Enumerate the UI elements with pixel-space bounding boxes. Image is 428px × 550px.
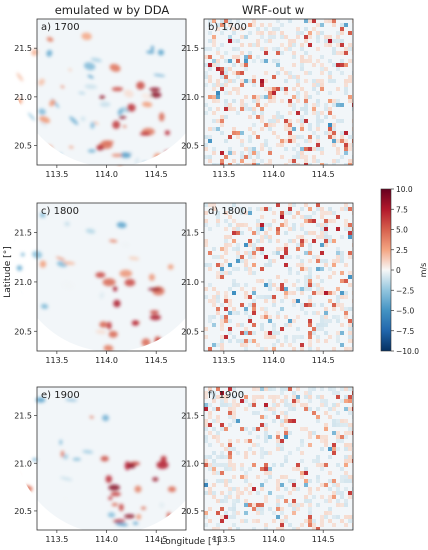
panel-1: a) 1700 113.5 114.0 114.5 21.5 21.0 20.5 xyxy=(13,18,187,179)
y-tick-label: 20.5 xyxy=(14,507,32,516)
panel-label: a) 1700 xyxy=(41,22,80,33)
x-tick-label: 114.0 xyxy=(262,356,285,365)
y-tick-label: 21.0 xyxy=(14,459,32,468)
y-tick-label: 21.5 xyxy=(181,229,199,238)
x-tick-label: 114.0 xyxy=(95,356,118,365)
y-tick-label: 21.0 xyxy=(14,278,32,287)
panel-field xyxy=(15,203,186,352)
colorbar-tick-label: 2.5 xyxy=(396,246,408,255)
colorbar-tick-label: 10.0 xyxy=(396,185,413,194)
x-tick-label: 114.0 xyxy=(262,535,285,544)
y-tick-label: 21.5 xyxy=(14,229,32,238)
colorbar-ticks: 10.0 7.5 5.0 2.5 0 −2.5 −5.0 −7.5 −10.0 xyxy=(391,185,419,356)
panel-5: e) 1900 113.5 114.0 114.5 21.5 21.0 20.5 xyxy=(13,386,187,544)
colorbar-tick-label: −2.5 xyxy=(396,286,414,295)
panel-field xyxy=(204,387,353,530)
x-tick-label: 114.5 xyxy=(312,535,335,544)
y-tick-label: 21.0 xyxy=(14,93,32,102)
y-tick-label: 20.5 xyxy=(14,327,32,336)
colorbar-tick-label: 0 xyxy=(396,266,401,275)
panel-field xyxy=(204,203,353,351)
panel-frame xyxy=(36,18,187,166)
panel-2: b) 1700 113.5 114.0 114.5 21.5 21.0 20.5 xyxy=(181,18,354,179)
y-tick-label: 21.0 xyxy=(181,93,199,102)
x-axis-label: Longitude [°] xyxy=(160,537,219,547)
panel-label: f) 1900 xyxy=(208,390,244,401)
y-tick-label: 21.5 xyxy=(181,412,199,421)
colorbar-tick-label: 7.5 xyxy=(396,205,408,214)
colorbar-tick-label: −7.5 xyxy=(396,327,414,336)
panel-frame xyxy=(203,202,354,352)
x-tick-label: 114.5 xyxy=(312,356,335,365)
panel-frame xyxy=(203,386,354,531)
x-tick-label: 114.0 xyxy=(95,535,118,544)
panel-4: d) 1800 113.5 114.0 114.5 21.5 21.0 20.5 xyxy=(181,202,354,365)
column-title-left: emulated w by DDA xyxy=(55,3,170,17)
colorbar-tick-label: −5.0 xyxy=(396,307,414,316)
panel-label: e) 1900 xyxy=(41,390,80,401)
y-tick-label: 21.5 xyxy=(181,44,199,53)
y-tick-label: 20.5 xyxy=(181,507,199,516)
column-title-right: WRF-out w xyxy=(242,3,304,17)
x-tick-label: 113.5 xyxy=(45,535,68,544)
x-tick-label: 113.5 xyxy=(212,170,235,179)
panel-frame xyxy=(203,18,354,166)
y-tick-label: 21.0 xyxy=(181,278,199,287)
x-tick-label: 113.5 xyxy=(212,356,235,365)
y-tick-label: 21.0 xyxy=(181,459,199,468)
panel-3: c) 1800 113.5 114.0 114.5 21.5 21.0 20.5 xyxy=(14,202,187,365)
x-tick-label: 114.5 xyxy=(145,170,168,179)
x-tick-label: 113.5 xyxy=(45,170,68,179)
x-tick-label: 113.5 xyxy=(45,356,68,365)
colorbar: 10.0 7.5 5.0 2.5 0 −2.5 −5.0 −7.5 −10.0 m/s xyxy=(380,185,428,356)
panel-label: d) 1800 xyxy=(208,206,247,217)
colorbar-tick-label: −10.0 xyxy=(396,347,419,356)
panel-field xyxy=(204,19,353,165)
panel-pixels xyxy=(204,19,353,165)
panel-field xyxy=(13,19,186,167)
x-tick-label: 114.0 xyxy=(95,170,118,179)
y-tick-label: 20.5 xyxy=(14,142,32,151)
y-tick-label: 21.5 xyxy=(14,44,32,53)
x-tick-label: 113.5 xyxy=(212,535,235,544)
panel-label: c) 1800 xyxy=(41,206,79,217)
x-tick-label: 114.5 xyxy=(145,356,168,365)
y-tick-label: 21.5 xyxy=(14,412,32,421)
panel-pixels xyxy=(204,203,353,351)
panel-6: f) 1900 113.5 114.0 114.5 21.5 21.0 20.5 xyxy=(181,386,354,544)
x-tick-label: 114.5 xyxy=(145,535,168,544)
x-tick-label: 114.5 xyxy=(312,170,335,179)
panel-pixels xyxy=(204,387,353,530)
y-axis-label: Latitude [°] xyxy=(3,246,13,297)
colorbar-tick-label: 5.0 xyxy=(396,226,408,235)
x-tick-label: 114.0 xyxy=(262,170,285,179)
panel-frame xyxy=(36,202,187,352)
colorbar-label: m/s xyxy=(419,263,428,278)
panel-label: b) 1700 xyxy=(208,22,247,33)
y-tick-label: 20.5 xyxy=(181,327,199,336)
panel-field xyxy=(13,387,186,533)
panel-frame xyxy=(36,386,187,531)
y-tick-label: 20.5 xyxy=(181,142,199,151)
colorbar-bar xyxy=(380,188,392,352)
